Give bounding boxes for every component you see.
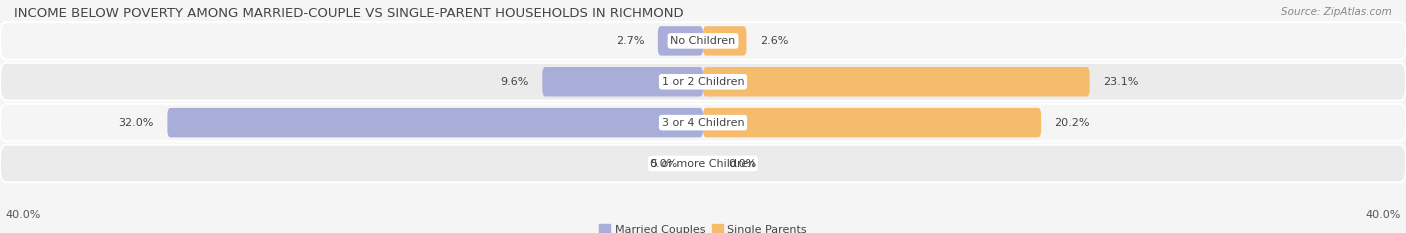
Text: 2.6%: 2.6% bbox=[759, 36, 789, 46]
FancyBboxPatch shape bbox=[0, 63, 1406, 101]
Text: 0.0%: 0.0% bbox=[728, 158, 756, 168]
Text: No Children: No Children bbox=[671, 36, 735, 46]
Text: 40.0%: 40.0% bbox=[6, 210, 41, 220]
Text: Source: ZipAtlas.com: Source: ZipAtlas.com bbox=[1281, 7, 1392, 17]
Text: 40.0%: 40.0% bbox=[1365, 210, 1400, 220]
FancyBboxPatch shape bbox=[703, 67, 1090, 96]
FancyBboxPatch shape bbox=[167, 108, 703, 137]
FancyBboxPatch shape bbox=[703, 26, 747, 56]
Text: 1 or 2 Children: 1 or 2 Children bbox=[662, 77, 744, 87]
Text: 23.1%: 23.1% bbox=[1104, 77, 1139, 87]
FancyBboxPatch shape bbox=[0, 104, 1406, 141]
Text: 0.0%: 0.0% bbox=[650, 158, 678, 168]
Text: 2.7%: 2.7% bbox=[616, 36, 644, 46]
Text: INCOME BELOW POVERTY AMONG MARRIED-COUPLE VS SINGLE-PARENT HOUSEHOLDS IN RICHMON: INCOME BELOW POVERTY AMONG MARRIED-COUPL… bbox=[14, 7, 683, 20]
Text: 32.0%: 32.0% bbox=[118, 118, 155, 128]
FancyBboxPatch shape bbox=[0, 22, 1406, 60]
Text: 20.2%: 20.2% bbox=[1054, 118, 1090, 128]
FancyBboxPatch shape bbox=[0, 145, 1406, 182]
FancyBboxPatch shape bbox=[658, 26, 703, 56]
Text: 9.6%: 9.6% bbox=[501, 77, 529, 87]
Legend: Married Couples, Single Parents: Married Couples, Single Parents bbox=[595, 220, 811, 233]
Text: 5 or more Children: 5 or more Children bbox=[651, 158, 755, 168]
FancyBboxPatch shape bbox=[703, 108, 1040, 137]
Text: 3 or 4 Children: 3 or 4 Children bbox=[662, 118, 744, 128]
FancyBboxPatch shape bbox=[543, 67, 703, 96]
